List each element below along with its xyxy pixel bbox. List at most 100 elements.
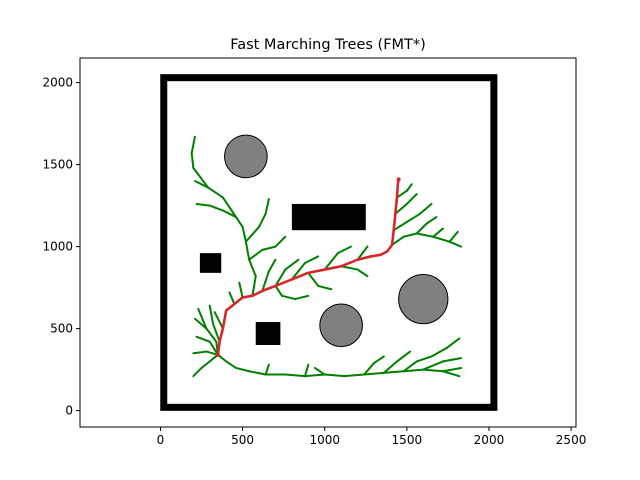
rect-obstacle: [255, 322, 281, 345]
tree-edge: [422, 360, 444, 371]
tree-edge: [415, 222, 428, 235]
circle-obstacle: [319, 303, 363, 348]
tree-edge: [445, 337, 461, 350]
y-tick-label: 1000: [42, 240, 73, 254]
tree-edge: [205, 327, 218, 343]
tree-edge: [432, 227, 444, 238]
tree-edge: [336, 245, 352, 255]
tree-edge: [197, 307, 208, 330]
tree-edge: [200, 360, 211, 369]
tree-edge: [235, 366, 251, 373]
tree-edge: [190, 135, 196, 155]
tree-edge: [392, 221, 408, 232]
tree-edge: [415, 355, 433, 363]
tree-edge: [290, 262, 307, 281]
tree-edge: [228, 291, 236, 305]
x-tick-label: 0: [157, 433, 165, 447]
circle-obstacle: [398, 273, 449, 325]
rect-obstacle: [199, 253, 222, 273]
x-tick-label: 1000: [309, 433, 340, 447]
tree-edge: [405, 212, 421, 223]
tree-edge: [441, 370, 461, 378]
tree-edge: [274, 284, 284, 297]
tree-edge: [264, 363, 270, 376]
tree-edge: [430, 347, 448, 358]
tree-edge: [432, 235, 451, 243]
tree-edge: [395, 189, 408, 199]
tree-edge: [405, 183, 413, 192]
tree-edge: [356, 268, 369, 278]
y-axis: 0 500 1000 1500 2000: [42, 76, 80, 418]
tree-edge: [248, 258, 257, 278]
tree-edge: [267, 258, 277, 273]
y-tick-label: 0: [65, 404, 73, 418]
tree-edge: [195, 202, 211, 207]
tree-edge: [235, 216, 244, 228]
chart-title: Fast Marching Trees (FMT*): [230, 37, 426, 53]
tree-edge: [284, 258, 300, 271]
tree-edge: [418, 202, 433, 215]
rect-obstacle: [291, 203, 366, 231]
tree-edge: [212, 322, 221, 343]
tree-edge: [244, 225, 261, 243]
tree-edge: [238, 281, 244, 299]
tree-edge: [193, 317, 208, 330]
tree-edge: [448, 240, 463, 248]
start-point: [215, 352, 220, 357]
tree-edge: [261, 270, 270, 292]
tree-edge: [323, 373, 346, 378]
tree-edge: [221, 196, 238, 219]
goal-point: [396, 177, 401, 182]
tree-edge: [274, 235, 287, 248]
circle-obstacle: [224, 134, 268, 179]
tree-edge: [244, 240, 251, 261]
tree-edge: [441, 366, 463, 373]
tree-edge: [317, 284, 333, 291]
tree-edge: [192, 350, 208, 355]
tree-edge: [382, 370, 405, 374]
tree-edge: [190, 152, 195, 169]
tree-edge: [422, 368, 444, 373]
tree-edge: [313, 366, 326, 376]
tree-edge: [208, 204, 224, 212]
tree-edge: [208, 340, 219, 356]
tree-edge: [402, 368, 425, 373]
tree-edge: [402, 232, 418, 238]
tree-edge: [192, 366, 203, 378]
plot-content: [160, 74, 498, 411]
tree-edge: [193, 180, 210, 189]
tree-edge: [241, 225, 247, 243]
x-axis: 0 500 1000 1500 2000 2500: [157, 427, 586, 447]
plot-area: [80, 58, 576, 427]
tree-edge: [258, 212, 267, 228]
tree-edge: [382, 360, 398, 374]
tree-edge: [251, 275, 257, 297]
tree-edge: [261, 245, 277, 251]
tree-edge: [281, 294, 297, 301]
tree-edge: [343, 373, 366, 378]
tree-edge: [213, 311, 224, 330]
tree-edge: [391, 235, 405, 246]
tree-edge: [356, 245, 369, 261]
tree-edge: [208, 304, 215, 325]
optimal-path: [216, 179, 400, 356]
tree-edge: [294, 294, 310, 301]
tree-edge: [395, 350, 412, 363]
x-tick-label: 2000: [474, 433, 505, 447]
tree-edge: [195, 335, 211, 343]
tree-edge: [340, 265, 359, 271]
tree-edge: [192, 166, 210, 189]
plot-frame: [79, 57, 577, 428]
tree-edge: [304, 363, 310, 378]
y-tick-label: 2000: [42, 76, 73, 90]
tree-edge: [363, 371, 385, 376]
tree-edge: [425, 216, 438, 225]
tree-edge: [248, 248, 264, 261]
tree-edge: [372, 355, 385, 365]
tree-edge: [207, 186, 224, 199]
tree-edge: [402, 360, 418, 373]
tree-edge: [264, 198, 270, 215]
x-tick-label: 1500: [392, 433, 423, 447]
y-tick-label: 500: [50, 322, 73, 336]
